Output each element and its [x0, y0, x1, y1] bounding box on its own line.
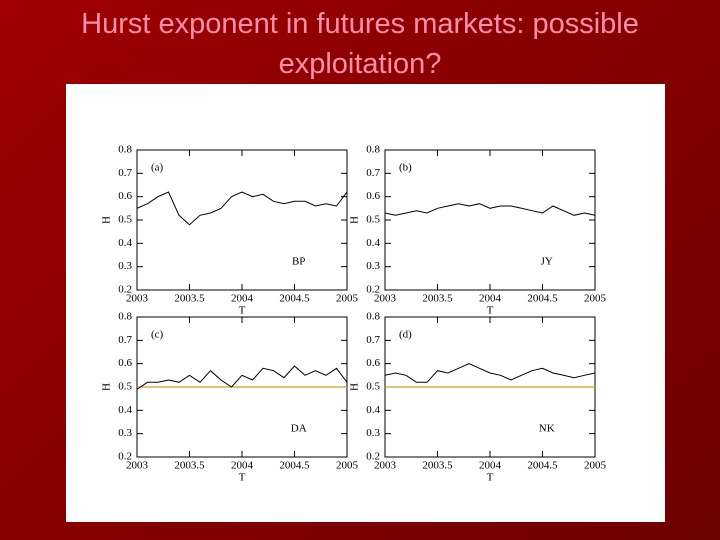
y-tick-label: 0.2: [366, 284, 380, 296]
y-tick-label: 0.7: [118, 167, 132, 179]
panel-label: (b): [399, 162, 412, 174]
y-tick-label: 0.2: [118, 451, 132, 463]
data-line: [384, 363, 596, 383]
x-tick-label: 2005: [336, 460, 359, 472]
y-tick-label: 0.2: [366, 451, 380, 463]
x-axis-label: T: [487, 305, 494, 317]
x-tick-label: 2004: [231, 293, 254, 305]
x-tick-label: 2003: [126, 460, 149, 472]
figure-background: [66, 84, 665, 522]
y-tick-label: 0.4: [366, 404, 380, 416]
x-tick-label: 2005: [584, 460, 607, 472]
y-tick-label: 0.8: [366, 311, 380, 323]
y-tick-label: 0.7: [366, 167, 380, 179]
y-tick-label: 0.2: [118, 284, 132, 296]
y-tick-label: 0.6: [366, 190, 380, 202]
y-tick-label: 0.8: [118, 144, 132, 156]
x-axis-label: T: [487, 472, 494, 484]
data-line: [136, 191, 348, 226]
y-tick-label: 0.4: [118, 404, 132, 416]
y-tick-label: 0.6: [366, 357, 380, 369]
y-tick-label: 0.5: [366, 214, 380, 226]
y-axis-label: H: [101, 216, 113, 224]
y-tick-label: 0.4: [118, 237, 132, 249]
x-tick-label: 2004.5: [279, 460, 310, 472]
x-axis-label: T: [239, 472, 246, 484]
y-axis-label: H: [349, 216, 361, 224]
x-tick-label: 2004.5: [279, 293, 310, 305]
y-tick-label: 0.7: [366, 334, 380, 346]
y-tick-label: 0.5: [366, 381, 380, 393]
x-tick-label: 2004.5: [527, 460, 558, 472]
x-tick-label: 2004: [479, 293, 502, 305]
x-tick-label: 2003: [374, 460, 397, 472]
series-annotation: BP: [292, 256, 305, 268]
x-tick-label: 2004: [479, 460, 502, 472]
series-annotation: DA: [291, 423, 307, 435]
y-tick-label: 0.5: [118, 381, 132, 393]
slide-title: Hurst exponent in futures markets: possi…: [81, 8, 639, 80]
x-tick-label: 2003.5: [422, 460, 453, 472]
x-tick-label: 2003.5: [174, 460, 205, 472]
panel-label: (d): [399, 329, 412, 341]
y-tick-label: 0.3: [118, 260, 132, 272]
x-axis-label: T: [239, 305, 246, 317]
y-tick-label: 0.6: [118, 357, 132, 369]
y-tick-label: 0.3: [366, 427, 380, 439]
y-tick-label: 0.8: [366, 144, 380, 156]
x-tick-label: 2003: [374, 293, 397, 305]
panel-label: (a): [151, 162, 164, 174]
x-tick-label: 2004: [231, 460, 254, 472]
y-tick-label: 0.3: [118, 427, 132, 439]
x-tick-label: 2003.5: [422, 293, 453, 305]
series-annotation: JY: [541, 256, 553, 268]
x-tick-label: 2003.5: [174, 293, 205, 305]
y-axis-label: H: [101, 383, 113, 391]
y-tick-label: 0.3: [366, 260, 380, 272]
data-line: [384, 203, 596, 216]
x-tick-label: 2003: [126, 293, 149, 305]
x-tick-label: 2005: [336, 293, 359, 305]
x-tick-label: 2004.5: [527, 293, 558, 305]
y-tick-label: 0.4: [366, 237, 380, 249]
panel-label: (c): [151, 329, 164, 341]
y-tick-label: 0.6: [118, 190, 132, 202]
y-tick-label: 0.8: [118, 311, 132, 323]
y-axis-label: H: [349, 383, 361, 391]
y-tick-label: 0.7: [118, 334, 132, 346]
x-tick-label: 2005: [584, 293, 607, 305]
series-annotation: NK: [539, 423, 555, 435]
data-line: [136, 365, 348, 390]
y-tick-label: 0.5: [118, 214, 132, 226]
